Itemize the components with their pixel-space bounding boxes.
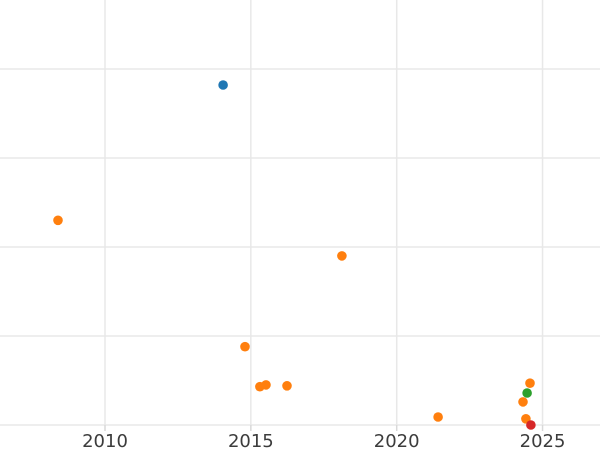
- data-point-orange: [261, 380, 271, 390]
- x-tick-label: 2020: [374, 431, 420, 450]
- x-tick-label: 2015: [228, 431, 274, 450]
- data-point-blue: [218, 80, 228, 90]
- x-tick-label: 2010: [82, 431, 128, 450]
- data-point-orange: [53, 215, 63, 226]
- x-tick-label: 2025: [520, 431, 566, 450]
- data-point-orange: [282, 381, 292, 391]
- data-point-orange: [240, 341, 250, 352]
- data-point-orange: [518, 397, 528, 407]
- data-point-green: [522, 388, 532, 398]
- data-point-orange: [337, 251, 347, 261]
- data-point-orange: [525, 378, 535, 389]
- data-point-orange: [433, 412, 443, 422]
- data-point-red: [526, 420, 536, 430]
